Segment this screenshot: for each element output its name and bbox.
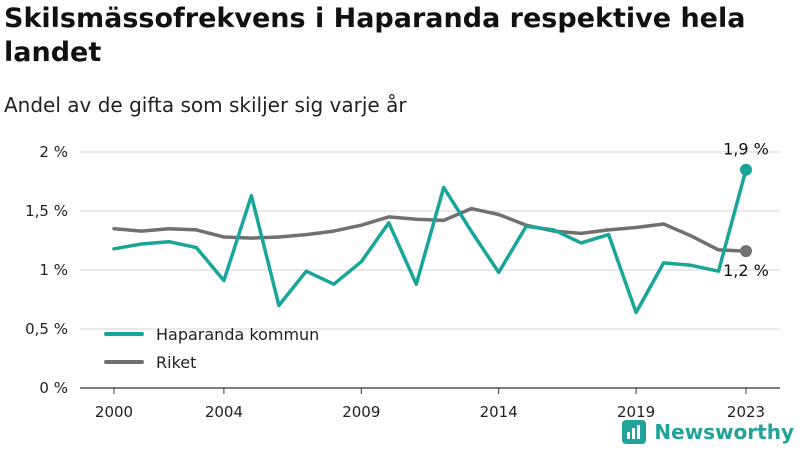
newsworthy-logo-icon [622, 420, 647, 444]
chart-subtitle: Andel av de gifta som skiljer sig varje … [4, 93, 407, 117]
x-tick-label: 2000 [95, 403, 133, 421]
legend-swatch-riket [104, 360, 144, 364]
brand-logo: Newsworthy [622, 420, 794, 444]
legend-item-haparanda: Haparanda kommun [104, 320, 319, 348]
end-label-haparanda: 1,9 % [723, 140, 769, 159]
x-tick-label: 2004 [205, 403, 243, 421]
x-tick-label: 2014 [480, 403, 518, 421]
x-tick-label: 2009 [342, 403, 380, 421]
series-line-riket [112, 206, 748, 253]
end-label-riket: 1,2 % [723, 261, 769, 280]
brand-name: Newsworthy [654, 420, 794, 444]
y-tick-label: 2 % [39, 143, 68, 161]
y-tick-label: 0 % [39, 379, 68, 397]
y-tick-label: 0,5 % [25, 320, 68, 338]
end-point-riket [740, 245, 752, 258]
y-tick-label: 1 % [39, 261, 68, 279]
series-line-haparanda [112, 167, 748, 315]
chart-title: Skilsmässofrekvens i Haparanda respektiv… [4, 3, 746, 68]
end-point-haparanda [740, 163, 752, 176]
legend-label-riket: Riket [156, 352, 197, 372]
x-tick-label: 2019 [617, 403, 655, 421]
legend: Haparanda kommun Riket [104, 320, 319, 376]
legend-label-haparanda: Haparanda kommun [156, 324, 320, 344]
y-tick-label: 1,5 % [25, 202, 68, 220]
legend-item-riket: Riket [104, 348, 319, 376]
x-tick-label: 2023 [727, 403, 765, 421]
legend-swatch-haparanda [104, 332, 144, 336]
